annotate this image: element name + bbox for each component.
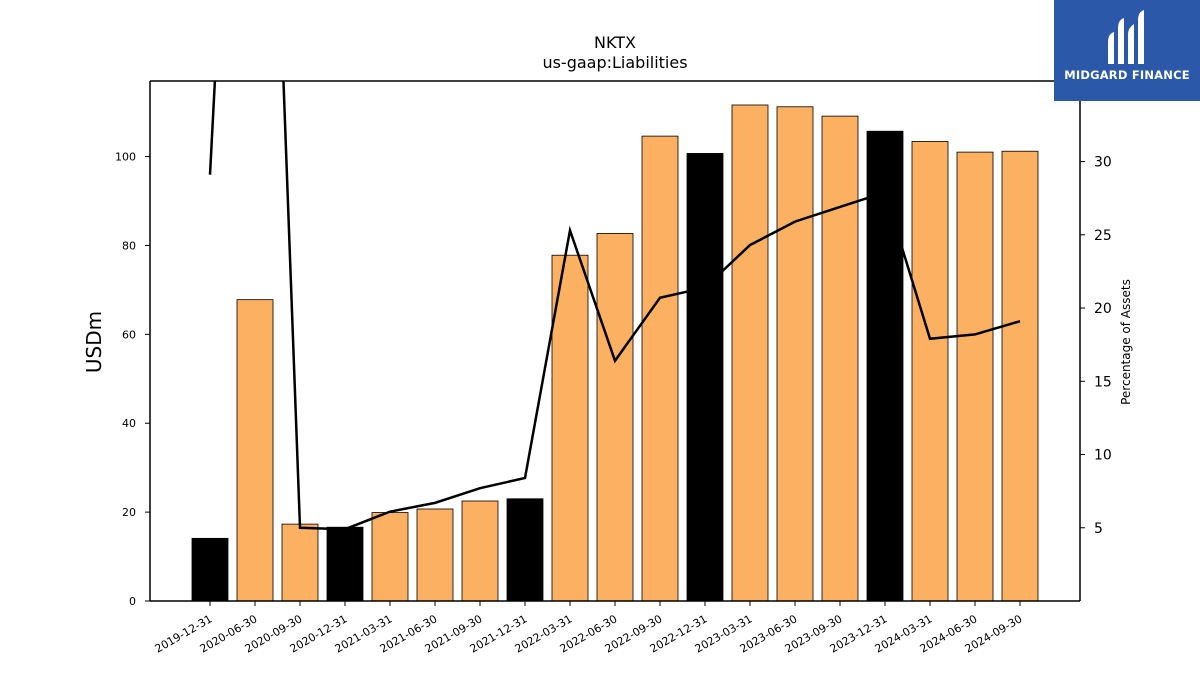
chart-subtitle: us-gaap:Liabilities: [542, 53, 687, 72]
y-tick-label: 60: [122, 328, 136, 341]
logo-mark-icon: [1108, 10, 1144, 64]
y-tick-label: 40: [122, 417, 136, 430]
bar-2022-03-31: [551, 254, 589, 602]
bar-2023-12-31: [866, 130, 904, 602]
bar-2023-06-30: [776, 106, 814, 602]
bar-2020-12-31: [326, 526, 364, 602]
bar-2022-12-31: [686, 153, 724, 602]
y-tick-label: 80: [122, 239, 136, 252]
bar-2022-06-30: [596, 233, 634, 602]
bar-2022-09-30: [641, 135, 679, 602]
y2-tick-label: 20: [1094, 301, 1112, 317]
y2-tick-label: 5: [1094, 521, 1103, 537]
y2-tick-label: 15: [1094, 374, 1112, 390]
bar-2020-06-30: [236, 299, 274, 602]
y-tick-label: 0: [129, 595, 136, 608]
percentage-line: [208, 81, 1021, 531]
brand-logo: MIDGARD FINANCE: [1054, 0, 1200, 101]
chart-title: NKTX: [594, 33, 636, 52]
bar-2023-09-30: [821, 115, 859, 602]
bar-2021-12-31: [506, 498, 544, 602]
bar-2024-06-30: [956, 151, 994, 602]
y-tick-label: 100: [115, 151, 136, 164]
bar-2021-09-30: [461, 500, 499, 602]
y2-tick-label: 10: [1094, 448, 1112, 464]
y2-tick-label: 30: [1094, 155, 1112, 171]
bar-2021-03-31: [371, 512, 409, 602]
y-tick-label: 20: [122, 506, 136, 519]
bar-2019-12-31: [191, 537, 229, 602]
bar-2023-03-31: [731, 104, 769, 602]
y-axis-label: USDm: [82, 311, 106, 373]
percentage-line-group: [208, 81, 1021, 531]
brand-name: MIDGARD FINANCE: [1064, 68, 1190, 82]
y2-axis-label: Percentage of Assets: [1119, 279, 1133, 405]
bar-2021-06-30: [416, 508, 454, 602]
bars-group: [191, 104, 1039, 602]
bar-2024-03-31: [911, 141, 949, 602]
y2-tick-label: 25: [1094, 228, 1112, 244]
bar-2024-09-30: [1001, 150, 1039, 602]
bar-2020-09-30: [281, 523, 319, 602]
